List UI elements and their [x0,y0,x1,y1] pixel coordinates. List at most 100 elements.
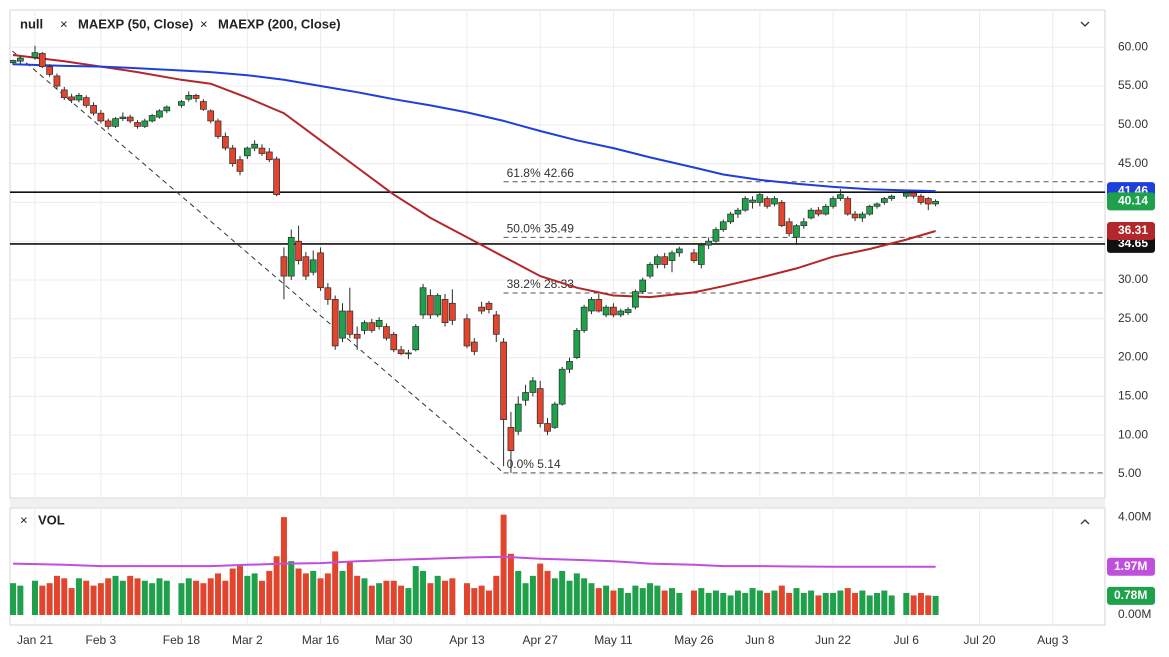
candle-body [844,198,852,215]
volume-bar [149,583,156,615]
volume-bar [669,588,676,615]
x-tick-label: Apr 13 [449,633,485,647]
volume-bar [398,585,405,615]
volume-bar [522,583,529,615]
volume-bar [507,553,514,615]
volume-bar [383,580,390,615]
candle-body [222,136,229,149]
candle-body [97,112,105,122]
candle-body [192,94,200,99]
volume-bar [266,570,273,615]
collapse-icon[interactable] [1080,21,1090,27]
candle-body [53,75,61,87]
fib-label: 50.0% 35.49 [507,222,575,236]
volume-bar [603,585,610,615]
volume-bar [354,575,361,615]
volume-bar [903,592,910,615]
x-tick-label: Mar 16 [302,633,340,647]
candle-body [46,66,53,75]
volume-bar [559,570,566,615]
candle-body [763,198,771,207]
volume-bar [698,588,705,615]
x-tick-label: Jan 21 [17,633,53,647]
volume-bar [720,592,727,615]
volume-bar [53,575,60,615]
volume-bar [75,578,82,615]
candle-body [243,147,251,157]
candle-body [902,192,910,197]
volume-bar [793,588,800,615]
candle-body [178,101,185,106]
volume-bar [339,570,346,615]
candle-body [251,143,258,149]
candle-body [690,252,698,261]
candle-body [346,310,354,335]
legend-entry[interactable]: MAEXP (200, Close) [218,16,341,31]
candle-body [492,314,500,335]
volume-bar [822,592,829,615]
fib-label: 61.8% 42.66 [507,166,575,180]
remove-icon[interactable]: × [20,512,28,527]
volume-bar [361,578,368,615]
volume-bar [207,578,214,615]
volume-bar [617,588,624,615]
volume-bar [690,590,697,615]
candle-body [104,120,112,127]
volume-bar [515,570,522,615]
candle-body [719,221,727,230]
volume-bar [712,590,719,615]
candle-body [712,229,720,242]
volume-bar [837,590,844,615]
value-box [1107,192,1155,211]
candle-body [38,53,46,67]
remove-icon[interactable]: × [200,16,208,31]
x-tick-label: Apr 27 [523,633,559,647]
fib-label: 0.0% 5.14 [507,457,561,471]
candle-body [302,256,310,277]
volume-bar [888,595,895,615]
volume-bar [237,566,244,615]
y-tick-label: 15.00 [1118,389,1148,403]
candle-body [148,115,156,122]
collapse-icon[interactable] [1080,519,1090,525]
volume-bar [141,580,148,615]
candle-body [427,295,434,316]
candle-body [295,240,302,261]
moving-average-line [12,63,936,193]
candle-body [405,352,412,355]
candle-body [16,57,24,62]
value-box [1107,557,1155,576]
volume-bar [332,551,339,615]
y-tick-label: 50.00 [1118,117,1148,131]
volume-bar [566,580,573,615]
candle-body [236,159,244,172]
volume-bar [581,578,588,615]
x-tick-label: Jul 20 [964,633,996,647]
candle-body [873,203,881,207]
candle-body [60,89,68,99]
volume-bar [273,556,280,615]
value-box-label: 40.14 [1118,193,1148,207]
candle-body [654,256,661,265]
volume-bar [68,588,75,615]
candle-body [668,252,676,261]
candle-body [419,287,427,316]
candle-body [551,403,559,428]
value-box-label: 0.78M [1114,588,1147,602]
candle-body [514,403,522,432]
panel-separator [10,499,1105,507]
y-tick-label: 5.00 [1118,466,1142,480]
remove-icon[interactable]: × [60,16,68,31]
volume-bar [639,588,646,615]
legend-entry[interactable]: MAEXP (50, Close) [78,16,193,31]
volume-bar [156,578,163,615]
candle-body [463,318,471,347]
volume-bar [852,592,859,615]
volume-bar [485,590,492,615]
candle-body [888,195,896,199]
volume-bar [874,592,881,615]
volume-bar [83,580,90,615]
candle-body [771,198,778,205]
volume-bar [917,592,924,615]
volume-bar [368,585,375,615]
